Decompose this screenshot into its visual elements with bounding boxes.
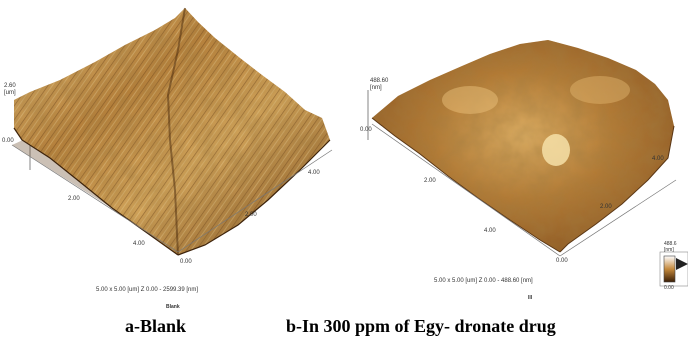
- panel-b-z-zero: 0.00: [360, 127, 372, 133]
- panel-b-scan-info: 5.00 x 5.00 [um] Z 0.00 - 488.60 [nm]: [434, 278, 533, 284]
- panel-a-y-tick-4: 4.00: [308, 170, 320, 176]
- panel-a-small-title: Blank: [166, 304, 180, 310]
- caption-b: b-In 300 ppm of Egy- dronate drug: [286, 316, 556, 336]
- panel-a-x-tick-2: 2.00: [68, 196, 80, 202]
- panel-a-ridge: [166, 7, 186, 256]
- panel-a-scan-info: 5.00 x 5.00 [um] Z 0.00 - 2599.39 [nm]: [96, 287, 199, 293]
- panel-a-y-axis: [177, 149, 333, 253]
- panel-b-plot: [367, 40, 688, 287]
- panel-a-z-zero: 0.00: [2, 138, 14, 144]
- panel-b-x-tick-4: 4.00: [484, 228, 496, 234]
- panel-b-y-tick-4: 4.00: [652, 156, 664, 162]
- panel-a-front-edge-right: [177, 139, 331, 256]
- panel-a-z-max: 2.60: [4, 83, 16, 89]
- panel-b-front-edge-right: [559, 125, 675, 253]
- panel-b-scale-frame: [659, 251, 688, 287]
- panel-a-x-axis: [11, 144, 179, 253]
- panel-b-z-unit: [nm]: [370, 85, 382, 91]
- panel-a-front-edge-left: [13, 127, 179, 256]
- panel-b-front-edge-left: [371, 117, 561, 253]
- panel-b-y-tick-2: 2.00: [600, 204, 612, 210]
- panel-a-z-unit: [um]: [4, 90, 16, 96]
- panel-b-highlight-2: [442, 86, 498, 114]
- panel-b-scale-min: 0.00: [664, 285, 674, 291]
- panel-a-plot: [11, 7, 333, 256]
- panel-b-roughness: [372, 40, 674, 252]
- caption-a: a-Blank: [125, 316, 187, 336]
- panel-b-scale-max: 488.6: [664, 241, 677, 247]
- panel-b-small-title: III: [528, 295, 533, 301]
- panel-a-x-tick-4: 4.00: [133, 241, 145, 247]
- panel-b-scale-unit: [nm]: [664, 247, 674, 253]
- panel-b-y-axis: [559, 179, 677, 257]
- panel-a-y-tick-2: 2.00: [245, 212, 257, 218]
- panel-b-z-max: 488.60: [370, 78, 389, 84]
- panel-a-roughness: [14, 8, 330, 255]
- panel-b-scale-bar: [663, 255, 676, 283]
- panel-a-y-tick-0: 0.00: [180, 259, 192, 265]
- panel-b-scale-pointer-icon: [676, 258, 688, 270]
- panel-b-peak-highlight: [542, 134, 570, 166]
- panel-b-x-axis: [371, 123, 561, 257]
- panel-b-x-tick-2: 2.00: [424, 178, 436, 184]
- panel-b-highlight-3: [570, 76, 630, 104]
- panel-b-y-tick-0: 0.00: [556, 258, 568, 264]
